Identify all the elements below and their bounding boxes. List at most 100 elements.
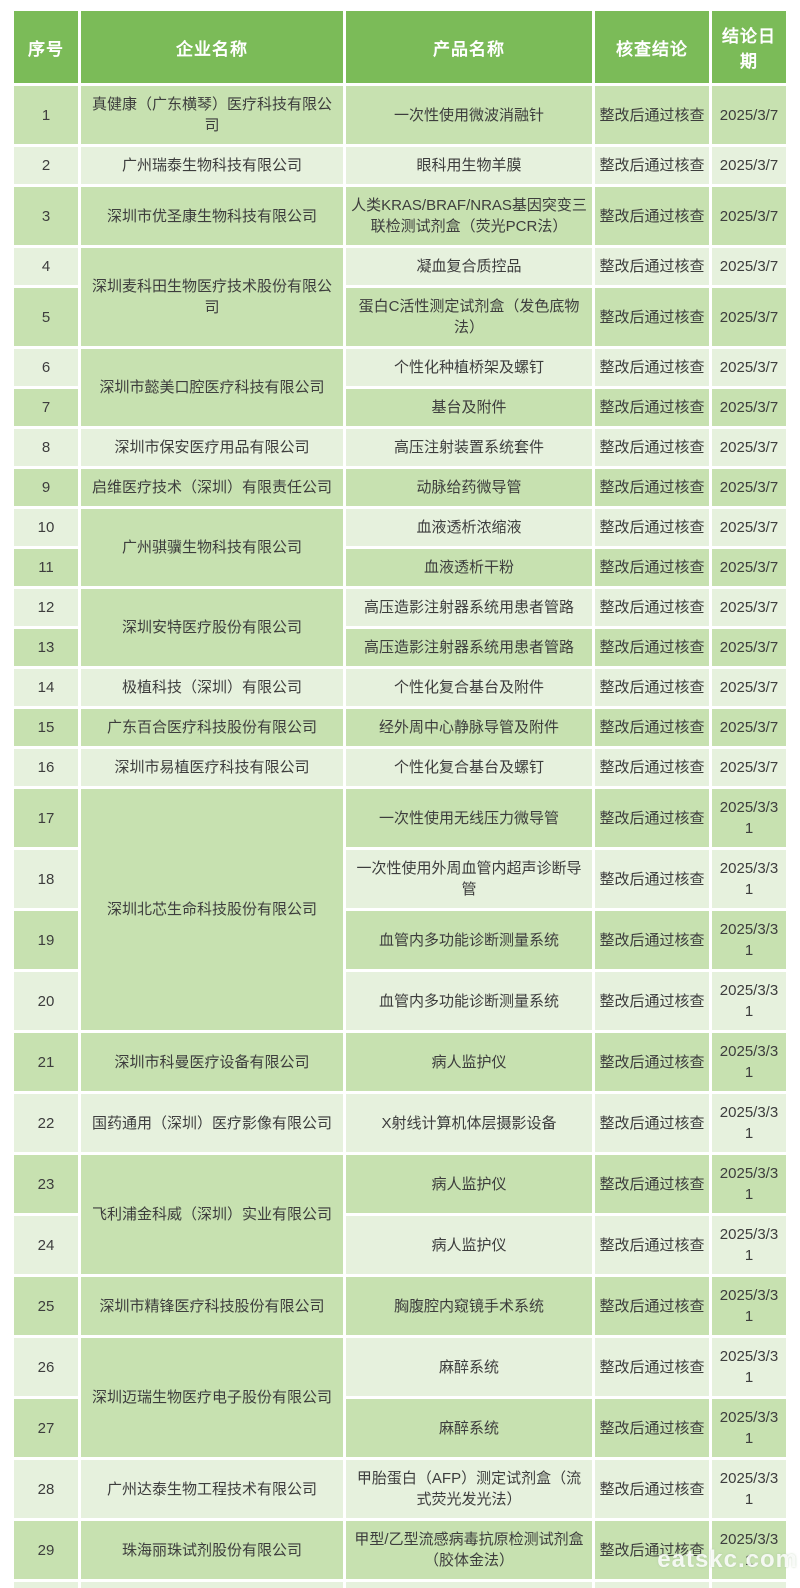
date-cell: 2025/3/31 <box>712 1216 786 1274</box>
table-row: 19 血管内多功能诊断测量系统 整改后通过核查 2025/3/31 <box>14 911 786 969</box>
conclusion-cell: 整改后通过核查 <box>595 1338 709 1396</box>
row-index-cell: 16 <box>14 749 78 786</box>
date-cell: 2025/3/31 <box>712 1399 786 1457</box>
column-header-no: 序号 <box>14 11 78 83</box>
date-cell: 2025/3/7 <box>712 469 786 506</box>
table-row: 7 基台及附件 整改后通过核查 2025/3/7 <box>14 389 786 426</box>
product-cell: 个性化复合基台及螺钉 <box>346 749 592 786</box>
row-index-cell: 15 <box>14 709 78 746</box>
date-cell: 2025/3/31 <box>712 850 786 908</box>
conclusion-cell: 整改后通过核查 <box>595 850 709 908</box>
row-index-cell: 8 <box>14 429 78 466</box>
row-index-cell: 23 <box>14 1155 78 1213</box>
company-cell: 深圳市科曼医疗设备有限公司 <box>81 1033 343 1091</box>
conclusion-cell: 整改后通过核查 <box>595 1094 709 1152</box>
table-row: 8 深圳市保安医疗用品有限公司 高压注射装置系统套件 整改后通过核查 2025/3/7 <box>14 429 786 466</box>
row-index-cell: 6 <box>14 349 78 386</box>
table-row: 23 飞利浦金科威（深圳）实业有限公司 病人监护仪 整改后通过核查 2025/3/31 <box>14 1155 786 1274</box>
company-cell: 深圳安特医疗股份有限公司 <box>81 589 343 666</box>
table-row: 22 国药通用（深圳）医疗影像有限公司 X射线计算机体层摄影设备 整改后通过核查 202… <box>14 1094 786 1152</box>
conclusion-cell: 整改后通过核查 <box>595 911 709 969</box>
date-cell: 2025/3/31 <box>712 1582 786 1588</box>
date-cell: 2025/3/7 <box>712 389 786 426</box>
product-cell: 凝血复合质控品 <box>346 248 592 285</box>
product-cell: 等离子双极电切电凝系统 <box>346 1582 592 1588</box>
conclusion-cell: 整改后通过核查 <box>595 147 709 184</box>
row-index-cell: 11 <box>14 549 78 586</box>
product-cell: 眼科用生物羊膜 <box>346 147 592 184</box>
table-row: 24 病人监护仪 整改后通过核查 2025/3/31 <box>14 1216 786 1274</box>
row-index-cell: 1 <box>14 86 78 144</box>
table-row: 28 广州达泰生物工程技术有限公司 甲胎蛋白（AFP）测定试剂盒（流式荧光发光法）整… <box>14 1460 786 1518</box>
date-cell: 2025/3/31 <box>712 972 786 1030</box>
company-cell: 国药通用（深圳）医疗影像有限公司 <box>81 1094 343 1152</box>
product-cell: 血管内多功能诊断测量系统 <box>346 972 592 1030</box>
conclusion-cell: 整改后通过核查 <box>595 1216 709 1274</box>
date-cell: 2025/3/31 <box>712 1460 786 1518</box>
row-index-cell: 20 <box>14 972 78 1030</box>
column-header-conclusion: 核查结论 <box>595 11 709 83</box>
company-cell: 深圳市懿美口腔医疗科技有限公司 <box>81 349 343 426</box>
company-cell: 深圳迈瑞生物医疗电子股份有限公司 <box>81 1338 343 1457</box>
product-cell: 血管内多功能诊断测量系统 <box>346 911 592 969</box>
table-row: 3 深圳市优圣康生物科技有限公司 人类KRAS/BRAF/NRAS基因突变三联检测试… <box>14 187 786 245</box>
column-header-date: 结论日期 <box>712 11 786 83</box>
product-cell: 高压注射装置系统套件 <box>346 429 592 466</box>
conclusion-cell: 整改后通过核查 <box>595 349 709 386</box>
conclusion-cell: 整改后通过核查 <box>595 1277 709 1335</box>
date-cell: 2025/3/7 <box>712 187 786 245</box>
row-index-cell: 21 <box>14 1033 78 1091</box>
company-cell: 深圳市易植医疗科技有限公司 <box>81 749 343 786</box>
product-cell: 个性化复合基台及附件 <box>346 669 592 706</box>
row-index-cell: 29 <box>14 1521 78 1579</box>
company-cell: 广州达泰生物工程技术有限公司 <box>81 1460 343 1518</box>
company-cell: 珠海丽珠试剂股份有限公司 <box>81 1521 343 1579</box>
product-cell: X射线计算机体层摄影设备 <box>346 1094 592 1152</box>
table-row: 13 高压造影注射器系统用患者管路 整改后通过核查 2025/3/7 <box>14 629 786 666</box>
product-cell: 一次性使用无线压力微导管 <box>346 789 592 847</box>
conclusion-cell: 整改后通过核查 <box>595 389 709 426</box>
date-cell: 2025/3/7 <box>712 549 786 586</box>
table-row: 27 麻醉系统 整改后通过核查 2025/3/31 <box>14 1399 786 1457</box>
conclusion-cell: 整改后通过核查 <box>595 669 709 706</box>
product-cell: 一次性使用外周血管内超声诊断导管 <box>346 850 592 908</box>
date-cell: 2025/3/7 <box>712 349 786 386</box>
company-cell: 深圳麦科田生物医疗技术股份有限公司 <box>81 248 343 346</box>
date-cell: 2025/3/31 <box>712 1521 786 1579</box>
company-cell: 启维医疗技术（深圳）有限责任公司 <box>81 469 343 506</box>
product-cell: 个性化种植桥架及螺钉 <box>346 349 592 386</box>
inspection-results-table: 序号 企业名称 产品名称 核查结论 结论日期 1 真健康（广东横琴）医疗科技有限公司 一次性… <box>11 8 789 1588</box>
date-cell: 2025/3/31 <box>712 911 786 969</box>
product-cell: 蛋白C活性测定试剂盒（发色底物法） <box>346 288 592 346</box>
conclusion-cell: 整改后通过核查 <box>595 1582 709 1588</box>
date-cell: 2025/3/31 <box>712 1277 786 1335</box>
column-header-product: 产品名称 <box>346 11 592 83</box>
conclusion-cell: 整改后通过核查 <box>595 429 709 466</box>
row-index-cell: 24 <box>14 1216 78 1274</box>
table-row: 21 深圳市科曼医疗设备有限公司 病人监护仪 整改后通过核查 2025/3/31 <box>14 1033 786 1091</box>
row-index-cell: 5 <box>14 288 78 346</box>
conclusion-cell: 整改后通过核查 <box>595 629 709 666</box>
table-row: 18 一次性使用外周血管内超声诊断导管 整改后通过核查 2025/3/31 <box>14 850 786 908</box>
date-cell: 2025/3/7 <box>712 147 786 184</box>
conclusion-cell: 整改后通过核查 <box>595 789 709 847</box>
row-index-cell: 26 <box>14 1338 78 1396</box>
conclusion-cell: 整改后通过核查 <box>595 1155 709 1213</box>
conclusion-cell: 整改后通过核查 <box>595 509 709 546</box>
conclusion-cell: 整改后通过核查 <box>595 86 709 144</box>
product-cell: 胸腹腔内窥镜手术系统 <box>346 1277 592 1335</box>
product-cell: 麻醉系统 <box>346 1338 592 1396</box>
table-row: 29 珠海丽珠试剂股份有限公司 甲型/乙型流感病毒抗原检测试剂盒（胶体金法） 整改后通… <box>14 1521 786 1579</box>
product-cell: 麻醉系统 <box>346 1399 592 1457</box>
row-index-cell: 19 <box>14 911 78 969</box>
date-cell: 2025/3/7 <box>712 629 786 666</box>
product-cell: 人类KRAS/BRAF/NRAS基因突变三联检测试剂盒（荧光PCR法） <box>346 187 592 245</box>
row-index-cell: 7 <box>14 389 78 426</box>
date-cell: 2025/3/31 <box>712 1338 786 1396</box>
row-index-cell: 12 <box>14 589 78 626</box>
conclusion-cell: 整改后通过核查 <box>595 187 709 245</box>
row-index-cell: 4 <box>14 248 78 285</box>
row-index-cell: 18 <box>14 850 78 908</box>
table-row: 16 深圳市易植医疗科技有限公司 个性化复合基台及螺钉 整改后通过核查 2025/3/7 <box>14 749 786 786</box>
conclusion-cell: 整改后通过核查 <box>595 589 709 626</box>
